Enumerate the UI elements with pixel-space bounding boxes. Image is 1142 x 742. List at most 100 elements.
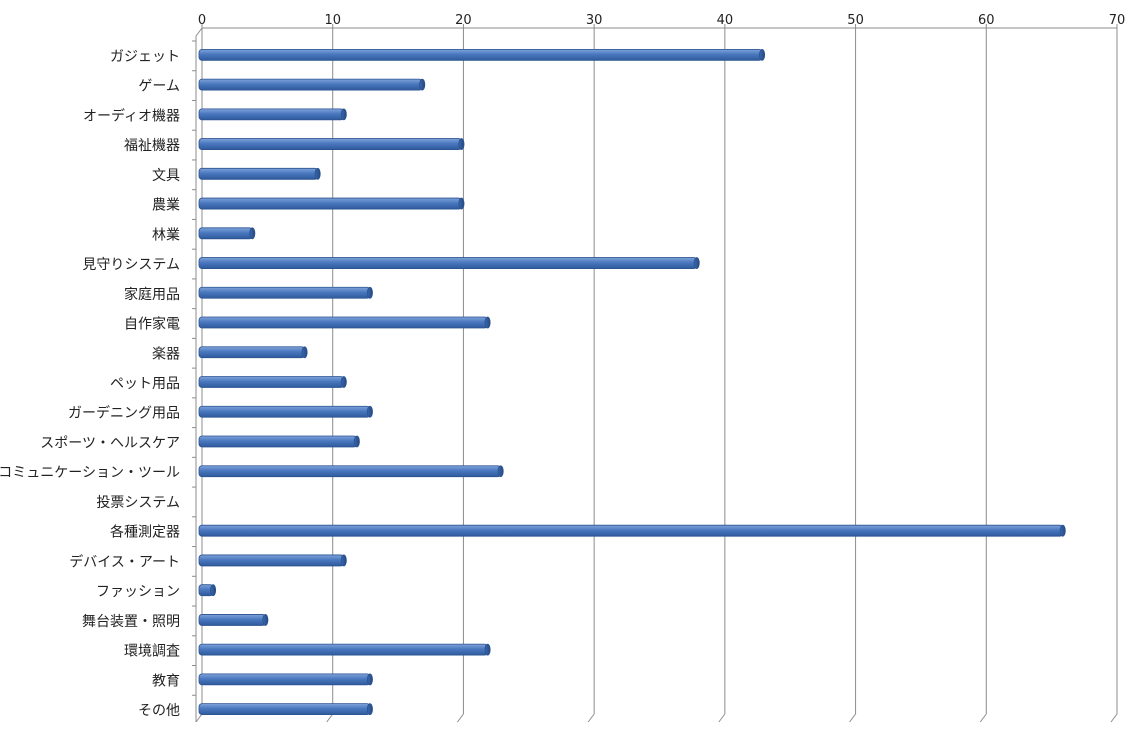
bar [198,48,766,61]
bar-cap [340,554,347,567]
bar-body [198,227,253,240]
bar-body [198,346,305,359]
bar-cap [366,673,373,686]
category-label: 家庭用品 [124,286,180,303]
gridline-floor [1110,713,1118,723]
bar [198,138,465,150]
bar-cap [366,405,373,418]
bar [198,405,373,418]
bar-body [198,316,488,329]
category-label: ガーデニング用品 [68,405,180,422]
bar [198,524,1066,537]
x-tick-label: 10 [324,13,341,28]
bar-cap [497,465,504,478]
category-label: 投票システム [96,495,180,511]
bar-cap [314,167,321,180]
bar [198,197,465,210]
gridlines [195,28,1118,723]
category-label: ゲーム [138,79,180,95]
bar-body [198,48,763,61]
bar-cap [353,435,360,448]
bar-body [198,673,371,686]
bar-body [198,554,345,567]
category-label: 見守りシステム [82,257,180,273]
category-label: オーディオ機器 [83,107,180,124]
y-axis-wall-line [195,27,203,37]
bar-body [198,108,345,121]
bar [198,167,321,180]
gridline-floor [718,713,726,723]
bar [198,376,347,388]
bar-cap [484,316,491,329]
bar-body [198,138,462,150]
bar-body [198,376,345,388]
gridline-floor [587,713,595,723]
bar [198,554,347,567]
x-tick-label: 70 [1109,13,1126,28]
category-label: 教育 [152,673,180,689]
category-label: ペット用品 [110,376,180,392]
bar-cap [210,584,217,597]
bar [198,286,373,299]
category-label: 各種測定器 [110,525,180,541]
category-label: その他 [138,703,180,719]
bar-body [198,643,488,656]
bar-body [198,614,266,626]
bar-body [198,703,371,716]
category-labels: ガジェットゲームオーディオ機器福祉機器文具農業林業見守りシステム家庭用品自作家電… [0,49,180,719]
bar-cap [340,108,347,121]
bar-cap [693,257,700,269]
bar [198,643,491,656]
gridline-floor [195,713,203,723]
bar-cap [1059,524,1066,537]
bar-cap [484,643,491,656]
category-label: 農業 [152,198,180,214]
bar [198,703,373,716]
bar-cap [419,78,426,91]
x-tick-label: 20 [455,13,472,28]
bar [198,227,256,240]
bar-body [198,257,698,269]
bar-cap [458,138,465,150]
bar-body [198,405,371,418]
bar-cap [366,286,373,299]
bar-body [198,286,371,299]
bar-cap [759,48,766,61]
bar-body [198,465,502,478]
x-tick-label: 30 [586,13,603,28]
category-label: ファッション [96,584,180,600]
bar-cap [366,703,373,716]
bar-body [198,435,358,448]
category-label: 福祉機器 [124,138,180,154]
bar [198,316,491,329]
axes [192,24,1118,722]
bar [198,584,217,597]
category-label: 文具 [152,168,180,184]
bar-body [198,167,319,180]
bar-cap [458,197,465,210]
bars [198,48,1066,716]
gridline-floor [326,713,334,723]
x-tick-label: 0 [198,13,206,28]
category-label: 林業 [152,227,180,243]
bar [198,435,360,448]
x-tick-label: 40 [717,13,734,28]
category-label: 舞台装置・照明 [82,614,180,630]
bar [198,673,373,686]
category-label: 自作家電 [124,316,180,333]
bar-cap [249,227,256,240]
bar [198,257,700,269]
category-label: ガジェット [110,49,180,65]
bar-cap [262,614,269,626]
bar [198,108,347,121]
category-label: 楽器 [152,346,180,362]
bar-body [198,78,423,91]
bar-body [198,197,462,210]
bar [198,465,504,478]
x-tick-label: 60 [978,13,995,28]
gridline-floor [457,713,464,723]
category-label: デバイス・アート [69,553,180,570]
bar-body [198,524,1064,537]
